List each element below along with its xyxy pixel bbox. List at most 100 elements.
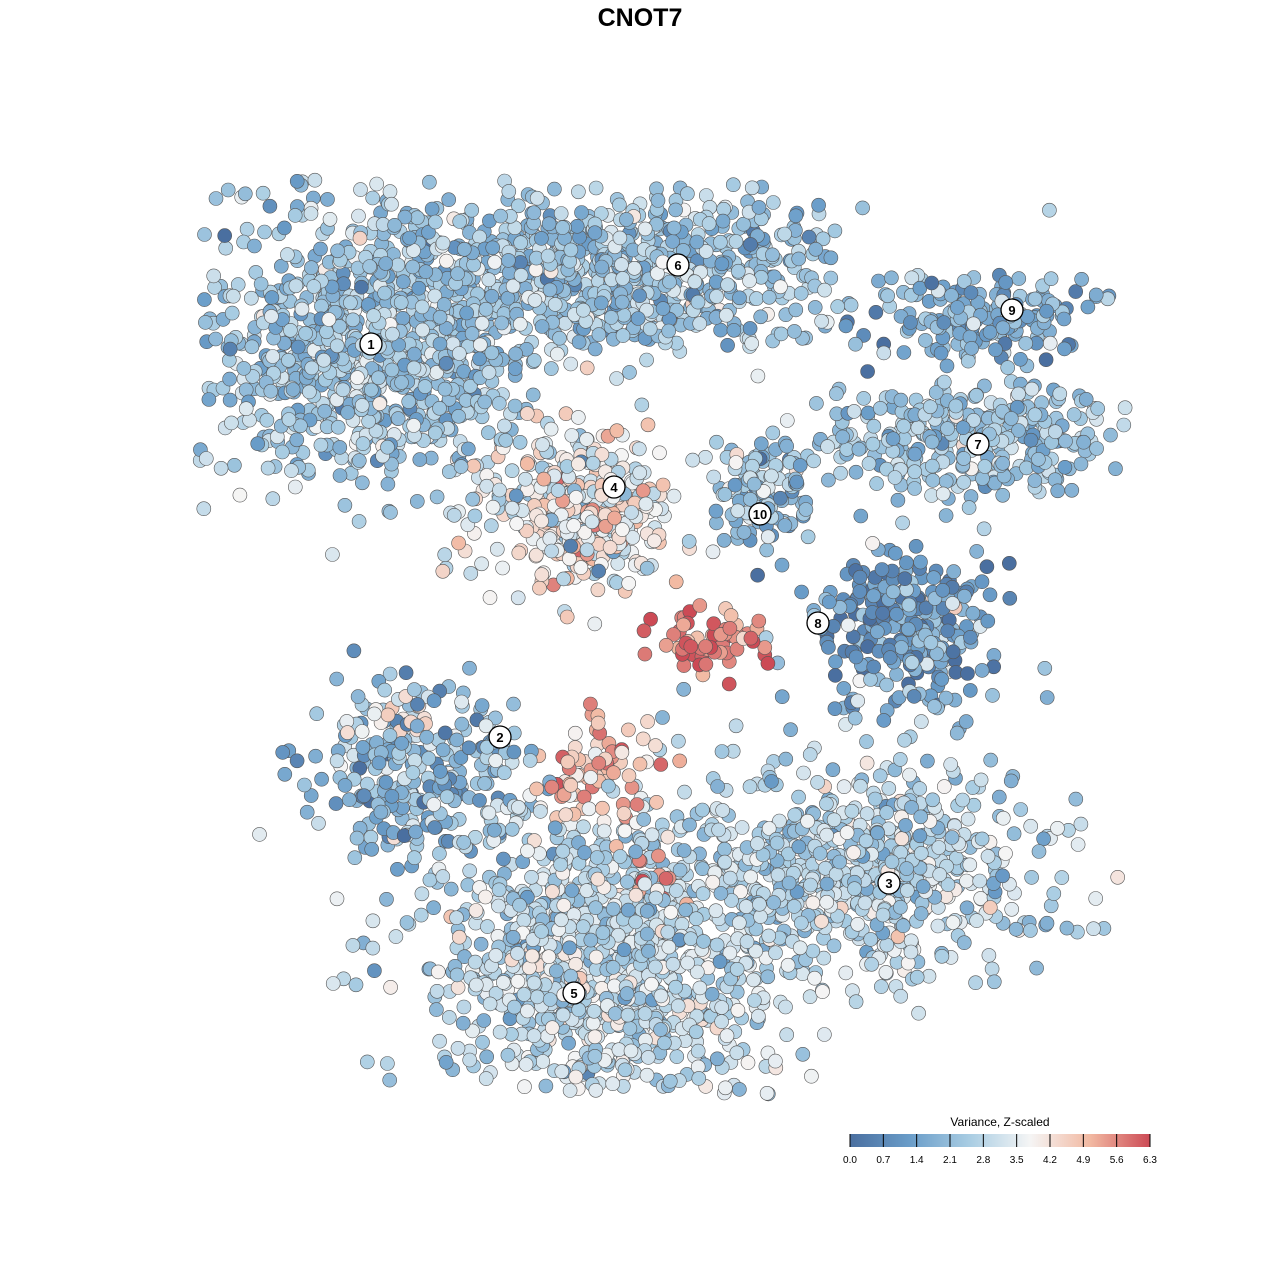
data-point — [946, 564, 962, 579]
data-point — [493, 208, 508, 224]
data-point — [1056, 311, 1072, 327]
data-point — [201, 392, 217, 407]
data-point — [974, 663, 990, 678]
data-point — [533, 804, 548, 819]
data-point — [226, 288, 241, 304]
data-point — [612, 197, 627, 213]
data-point — [593, 295, 609, 311]
data-point — [451, 408, 466, 424]
data-point — [732, 290, 747, 306]
data-point — [378, 256, 394, 271]
data-point — [964, 340, 979, 356]
data-point — [287, 479, 303, 495]
data-point — [365, 190, 381, 206]
data-point — [504, 500, 520, 516]
data-point — [504, 463, 520, 479]
data-point — [1088, 891, 1103, 906]
data-point — [325, 976, 341, 991]
data-point — [419, 729, 435, 745]
data-point — [429, 489, 445, 505]
data-point — [257, 224, 272, 240]
data-point — [995, 320, 1011, 336]
data-point — [197, 227, 212, 242]
data-point — [640, 714, 655, 729]
data-point — [662, 274, 677, 290]
data-point — [638, 496, 654, 512]
data-point — [705, 544, 721, 560]
data-point — [1027, 473, 1043, 488]
data-point — [1073, 456, 1089, 472]
data-point — [787, 807, 803, 823]
data-point — [1110, 869, 1125, 885]
data-point — [821, 594, 837, 610]
data-point — [847, 710, 863, 726]
data-point — [950, 300, 965, 315]
data-point — [814, 914, 829, 929]
data-point — [913, 714, 929, 729]
data-point — [976, 521, 992, 537]
data-point — [846, 404, 862, 419]
data-point — [648, 959, 663, 975]
data-point — [352, 230, 368, 246]
data-point — [765, 195, 781, 210]
data-point — [222, 371, 237, 387]
data-point — [743, 630, 759, 646]
data-point — [495, 975, 511, 990]
data-point — [322, 212, 338, 227]
data-point — [587, 1049, 603, 1064]
data-point — [622, 365, 637, 380]
data-point — [848, 336, 863, 352]
data-point — [222, 392, 238, 408]
data-point — [912, 781, 928, 796]
data-point — [750, 836, 765, 851]
data-point — [744, 336, 760, 351]
data-point — [843, 297, 859, 313]
data-point — [406, 360, 422, 376]
data-point — [541, 216, 557, 232]
data-point — [969, 544, 985, 559]
data-point — [1074, 271, 1089, 287]
data-point — [884, 270, 899, 286]
data-point — [463, 566, 479, 581]
data-point — [715, 213, 731, 229]
data-point — [512, 897, 527, 913]
data-point — [1013, 351, 1028, 367]
data-point — [413, 907, 429, 923]
data-point — [800, 529, 816, 545]
data-point — [556, 898, 572, 913]
data-point — [393, 295, 409, 310]
data-point — [639, 903, 655, 919]
data-point — [390, 861, 405, 877]
data-point — [1023, 432, 1039, 448]
data-point — [998, 846, 1013, 861]
data-point — [773, 279, 788, 295]
data-point — [559, 609, 575, 625]
data-point — [325, 547, 340, 562]
data-point — [789, 474, 805, 490]
data-point — [940, 421, 955, 436]
data-point — [511, 198, 526, 214]
data-point — [365, 913, 381, 929]
data-point — [1011, 386, 1026, 402]
data-point — [407, 753, 423, 768]
data-point — [544, 779, 560, 795]
data-point — [406, 418, 422, 433]
data-point — [804, 1068, 819, 1084]
data-point — [827, 223, 843, 239]
data-point — [284, 463, 299, 478]
data-point — [482, 590, 498, 605]
data-point — [714, 1014, 729, 1029]
data-point — [860, 364, 875, 379]
data-point — [561, 1035, 576, 1051]
data-point — [858, 833, 874, 849]
data-point — [441, 1010, 457, 1025]
data-point — [779, 413, 795, 428]
data-point — [875, 907, 891, 923]
data-point — [562, 1083, 578, 1098]
data-point — [777, 518, 793, 533]
data-point — [742, 273, 757, 289]
data-point — [691, 1071, 707, 1086]
data-point — [576, 819, 591, 835]
data-point — [995, 810, 1011, 826]
data-point — [982, 900, 998, 915]
